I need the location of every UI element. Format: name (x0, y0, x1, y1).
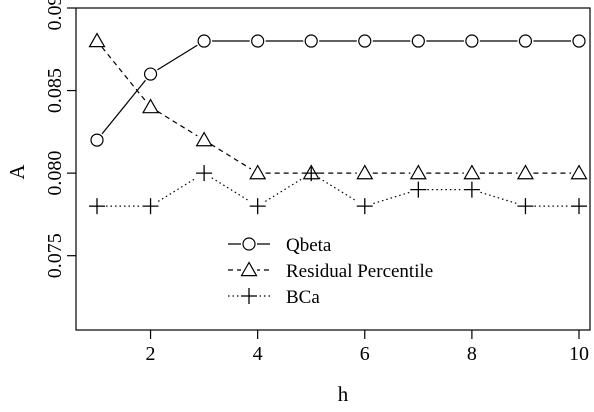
series-line-segment (157, 45, 197, 70)
data-point-plus (250, 198, 266, 214)
data-point-plus (357, 198, 373, 214)
series-line-segment (157, 111, 197, 136)
series-line-segment (212, 178, 250, 202)
x-tick-label: 4 (253, 343, 263, 365)
data-point-plus (410, 182, 426, 198)
series-line-segment (319, 178, 357, 202)
series-residual-percentile (90, 34, 587, 179)
data-point-triangle (90, 34, 105, 47)
series-line-segment (102, 80, 145, 134)
data-point-circle (145, 68, 157, 80)
y-tick-label: 0.090 (44, 0, 66, 31)
legend-label: BCa (286, 287, 320, 308)
legend-item: BCa (228, 287, 320, 308)
legend: Qbeta Residual Percentile BCa (228, 235, 433, 308)
data-point-plus (196, 165, 212, 181)
data-point-triangle (357, 166, 372, 179)
series-line-segment (158, 178, 196, 202)
data-point-triangle (572, 166, 587, 179)
x-tick-label: 8 (467, 343, 477, 365)
y-tick-label: 0.080 (44, 151, 66, 196)
legend-label: Qbeta (286, 235, 332, 256)
data-point-circle (519, 35, 531, 47)
data-point-triangle (250, 166, 265, 179)
data-point-triangle (464, 166, 479, 179)
x-tick-label: 2 (146, 343, 156, 365)
data-point-triangle (518, 166, 533, 179)
data-point-triangle (197, 133, 212, 146)
x-tick-label: 10 (569, 343, 589, 365)
data-point-triangle (143, 100, 158, 113)
data-point-plus (571, 198, 587, 214)
data-point-plus (143, 198, 159, 214)
legend-label: Residual Percentile (286, 261, 433, 282)
series-line-segment (211, 144, 251, 169)
data-point-plus (517, 198, 533, 214)
y-axis-label: A (5, 164, 29, 180)
data-point-circle (91, 134, 103, 146)
series-qbeta (91, 35, 585, 146)
y-tick-label: 0.075 (44, 233, 66, 278)
legend-marker (243, 238, 255, 250)
series-layer (89, 34, 587, 215)
data-point-circle (252, 35, 264, 47)
data-point-circle (466, 35, 478, 47)
data-point-triangle (411, 166, 426, 179)
data-point-plus (89, 198, 105, 214)
legend-item: Qbeta (228, 235, 332, 256)
series-line-segment (480, 192, 516, 203)
data-point-circle (573, 35, 585, 47)
series-line-segment (102, 47, 145, 101)
legend-item: Residual Percentile (228, 261, 433, 282)
y-tick-label: 0.085 (44, 68, 66, 113)
data-point-circle (198, 35, 210, 47)
axes-layer: 2 4 6 8 10 0.075 0.080 0.085 0.090 (44, 0, 589, 365)
series-bca (89, 165, 587, 214)
series-line-segment (265, 178, 303, 202)
series-line-segment (373, 192, 409, 203)
x-tick-label: 6 (360, 343, 370, 365)
data-point-circle (359, 35, 371, 47)
data-point-plus (464, 182, 480, 198)
data-point-circle (412, 35, 424, 47)
x-axis-label: h (338, 382, 349, 406)
data-point-circle (305, 35, 317, 47)
